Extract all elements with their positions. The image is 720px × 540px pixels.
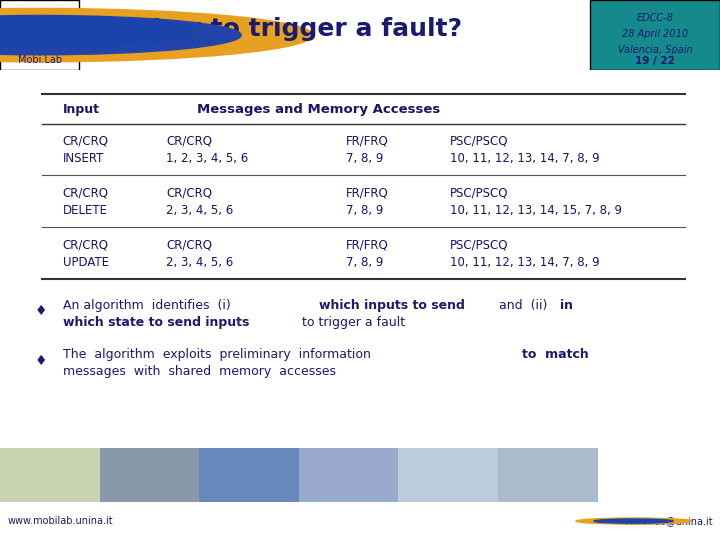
Circle shape bbox=[594, 519, 673, 523]
Text: CR/CRQ: CR/CRQ bbox=[63, 239, 109, 252]
Text: PSC/PSCQ: PSC/PSCQ bbox=[450, 187, 508, 200]
Text: 10, 11, 12, 13, 14, 15, 7, 8, 9: 10, 11, 12, 13, 14, 15, 7, 8, 9 bbox=[450, 204, 622, 217]
Text: DELETE: DELETE bbox=[63, 204, 108, 217]
FancyBboxPatch shape bbox=[0, 448, 99, 502]
Text: and  (ii): and (ii) bbox=[495, 299, 551, 312]
Text: The  algorithm  exploits  preliminary  information: The algorithm exploits preliminary infor… bbox=[63, 348, 379, 361]
Text: CR/CRQ: CR/CRQ bbox=[166, 239, 212, 252]
Text: 19 / 22: 19 / 22 bbox=[635, 56, 675, 66]
Text: CR/CRQ: CR/CRQ bbox=[166, 187, 212, 200]
Text: which inputs to send: which inputs to send bbox=[318, 299, 464, 312]
Text: CR/CRQ: CR/CRQ bbox=[63, 187, 109, 200]
Text: messages  with  shared  memory  accesses: messages with shared memory accesses bbox=[63, 365, 336, 378]
Text: FR/FRQ: FR/FRQ bbox=[346, 135, 389, 148]
Circle shape bbox=[0, 9, 270, 54]
Text: FR/FRQ: FR/FRQ bbox=[346, 187, 389, 200]
FancyBboxPatch shape bbox=[398, 448, 498, 502]
Text: to  match: to match bbox=[523, 348, 589, 361]
FancyBboxPatch shape bbox=[590, 0, 720, 70]
Text: ::.  How to trigger a fault?: ::. How to trigger a fault? bbox=[94, 17, 462, 42]
FancyBboxPatch shape bbox=[99, 448, 199, 502]
Text: cotroneo@unina.it: cotroneo@unina.it bbox=[624, 516, 713, 526]
Text: 7, 8, 9: 7, 8, 9 bbox=[346, 256, 384, 269]
Text: INSERT: INSERT bbox=[63, 152, 104, 165]
Text: 28 April 2010: 28 April 2010 bbox=[622, 29, 688, 39]
Text: 7, 8, 9: 7, 8, 9 bbox=[346, 152, 384, 165]
FancyBboxPatch shape bbox=[299, 448, 398, 502]
FancyBboxPatch shape bbox=[0, 0, 79, 70]
Text: An algorithm  identifies  (i): An algorithm identifies (i) bbox=[63, 299, 235, 312]
Text: CR/CRQ: CR/CRQ bbox=[166, 135, 212, 148]
Text: 2, 3, 4, 5, 6: 2, 3, 4, 5, 6 bbox=[166, 204, 234, 217]
Text: CR/CRQ: CR/CRQ bbox=[63, 135, 109, 148]
Text: ♦: ♦ bbox=[35, 354, 48, 368]
Text: Valencia, Spain: Valencia, Spain bbox=[618, 45, 693, 55]
Text: 10, 11, 12, 13, 14, 7, 8, 9: 10, 11, 12, 13, 14, 7, 8, 9 bbox=[450, 152, 600, 165]
FancyBboxPatch shape bbox=[498, 448, 598, 502]
Text: PSC/PSCQ: PSC/PSCQ bbox=[450, 135, 508, 148]
Text: which state to send inputs: which state to send inputs bbox=[63, 316, 249, 329]
Text: to trigger a fault: to trigger a fault bbox=[298, 316, 405, 329]
Text: UPDATE: UPDATE bbox=[63, 256, 109, 269]
Text: FR/FRQ: FR/FRQ bbox=[346, 239, 389, 252]
Text: in: in bbox=[560, 299, 573, 312]
Text: www.mobilab.unina.it: www.mobilab.unina.it bbox=[7, 516, 113, 526]
Text: Input: Input bbox=[63, 103, 100, 116]
Circle shape bbox=[0, 9, 313, 62]
Text: ♦: ♦ bbox=[35, 304, 48, 318]
Text: PSC/PSCQ: PSC/PSCQ bbox=[450, 239, 508, 252]
Circle shape bbox=[576, 518, 691, 524]
Text: Mobi.Lab: Mobi.Lab bbox=[17, 55, 62, 65]
Text: Messages and Memory Accesses: Messages and Memory Accesses bbox=[197, 103, 440, 116]
Text: 1, 2, 3, 4, 5, 6: 1, 2, 3, 4, 5, 6 bbox=[166, 152, 248, 165]
Text: 7, 8, 9: 7, 8, 9 bbox=[346, 204, 384, 217]
Text: EDCC-8: EDCC-8 bbox=[636, 12, 674, 23]
FancyBboxPatch shape bbox=[199, 448, 299, 502]
Text: 2, 3, 4, 5, 6: 2, 3, 4, 5, 6 bbox=[166, 256, 234, 269]
Circle shape bbox=[0, 16, 241, 55]
Text: 10, 11, 12, 13, 14, 7, 8, 9: 10, 11, 12, 13, 14, 7, 8, 9 bbox=[450, 256, 600, 269]
Circle shape bbox=[0, 16, 198, 47]
